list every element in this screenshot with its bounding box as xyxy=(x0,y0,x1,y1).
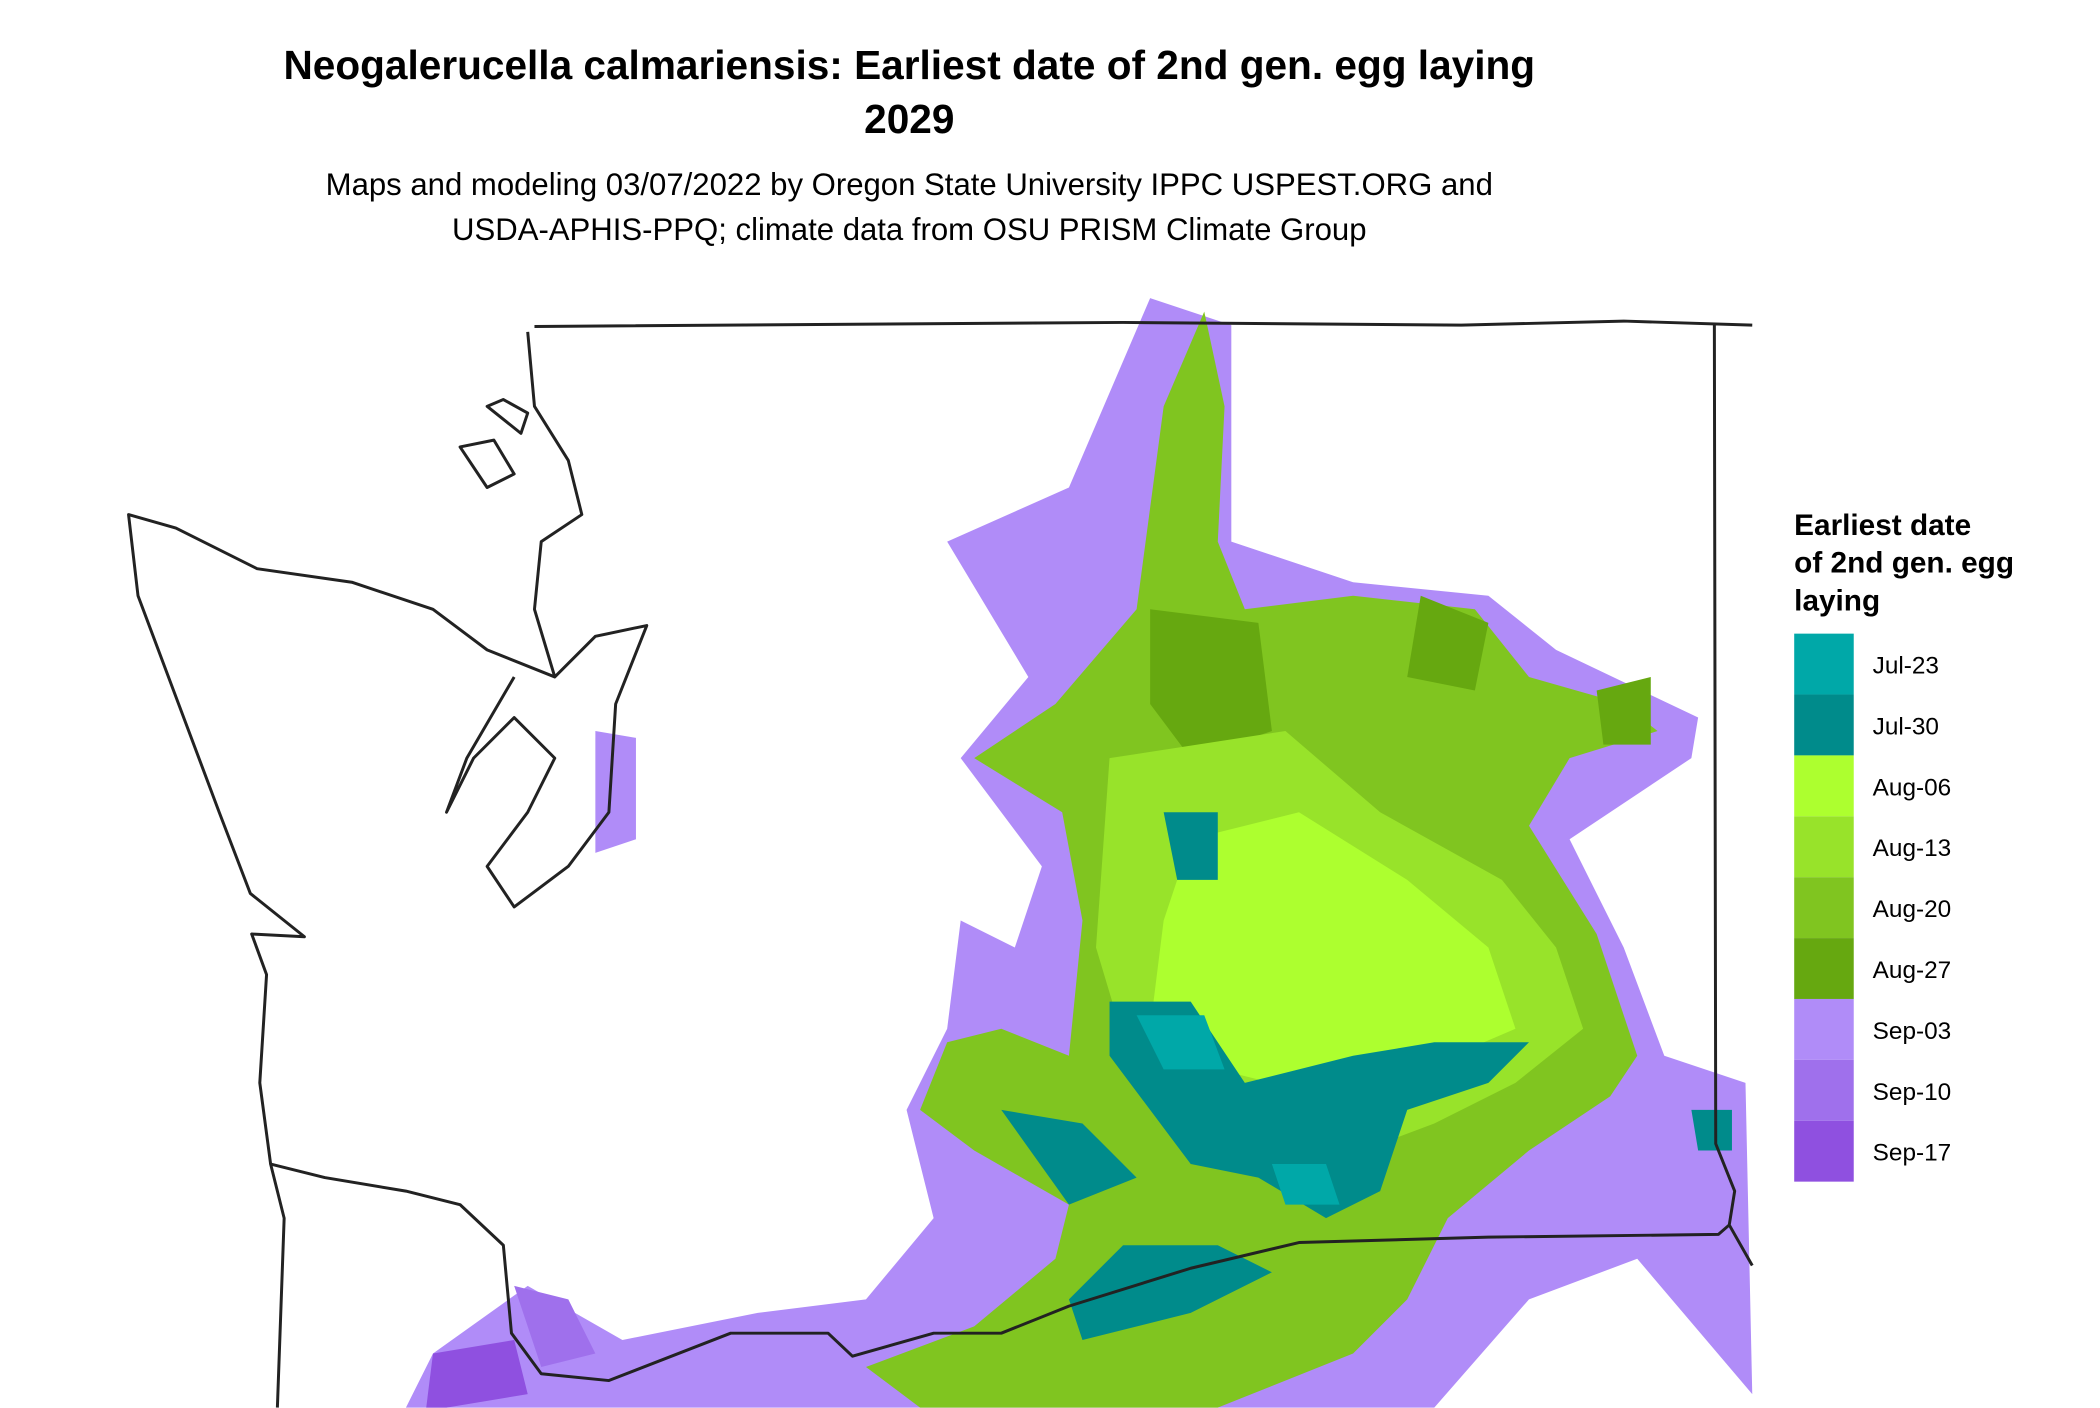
legend-swatch xyxy=(1794,633,1854,695)
state-outline xyxy=(127,319,1754,1408)
map-fills xyxy=(405,298,1753,1408)
legend-swatch xyxy=(1794,938,1854,999)
legend-label: Aug-13 xyxy=(1873,835,1952,862)
legend-title: of 2nd gen. egg xyxy=(1794,547,2014,580)
legend-label: Sep-03 xyxy=(1873,1018,1952,1045)
legend-swatch xyxy=(1794,694,1854,756)
subtitle: USDA-APHIS-PPQ; climate data from OSU PR… xyxy=(452,212,1367,247)
legend-label: Aug-20 xyxy=(1873,896,1952,923)
legend-label: Sep-17 xyxy=(1873,1140,1952,1167)
legend-title: Earliest date xyxy=(1794,509,1971,542)
legend-swatch xyxy=(1794,998,1854,1060)
coast xyxy=(127,513,649,1165)
legend-label: Jul-23 xyxy=(1873,653,1939,680)
legend-swatch xyxy=(1794,816,1854,878)
border xyxy=(269,319,1754,1408)
sound xyxy=(458,331,584,678)
legend-title: laying xyxy=(1794,585,1880,618)
title: Neogalerucella calmariensis: Earliest da… xyxy=(283,42,1535,88)
legend-label: Sep-10 xyxy=(1873,1079,1952,1106)
header: Neogalerucella calmariensis: Earliest da… xyxy=(283,42,1535,247)
legend-swatch xyxy=(1794,877,1854,939)
legend-swatch xyxy=(1794,1120,1854,1182)
region xyxy=(1136,1015,1340,1205)
legend-label: Jul-30 xyxy=(1873,713,1939,740)
subtitle: Maps and modeling 03/07/2022 by Oregon S… xyxy=(326,167,1493,202)
legend-label: Aug-27 xyxy=(1873,957,1952,984)
legend-swatch xyxy=(1794,1059,1854,1121)
region xyxy=(1150,595,1651,759)
region xyxy=(426,1339,528,1408)
region xyxy=(514,1285,596,1368)
legend-swatch xyxy=(1794,755,1854,817)
year: 2029 xyxy=(864,96,954,142)
region xyxy=(1001,812,1732,1340)
legend: Earliest date of 2nd gen. egg laying Jul-23… xyxy=(1794,509,2014,1182)
legend-label: Aug-06 xyxy=(1873,774,1952,801)
region xyxy=(1150,812,1516,1097)
region xyxy=(595,731,636,853)
